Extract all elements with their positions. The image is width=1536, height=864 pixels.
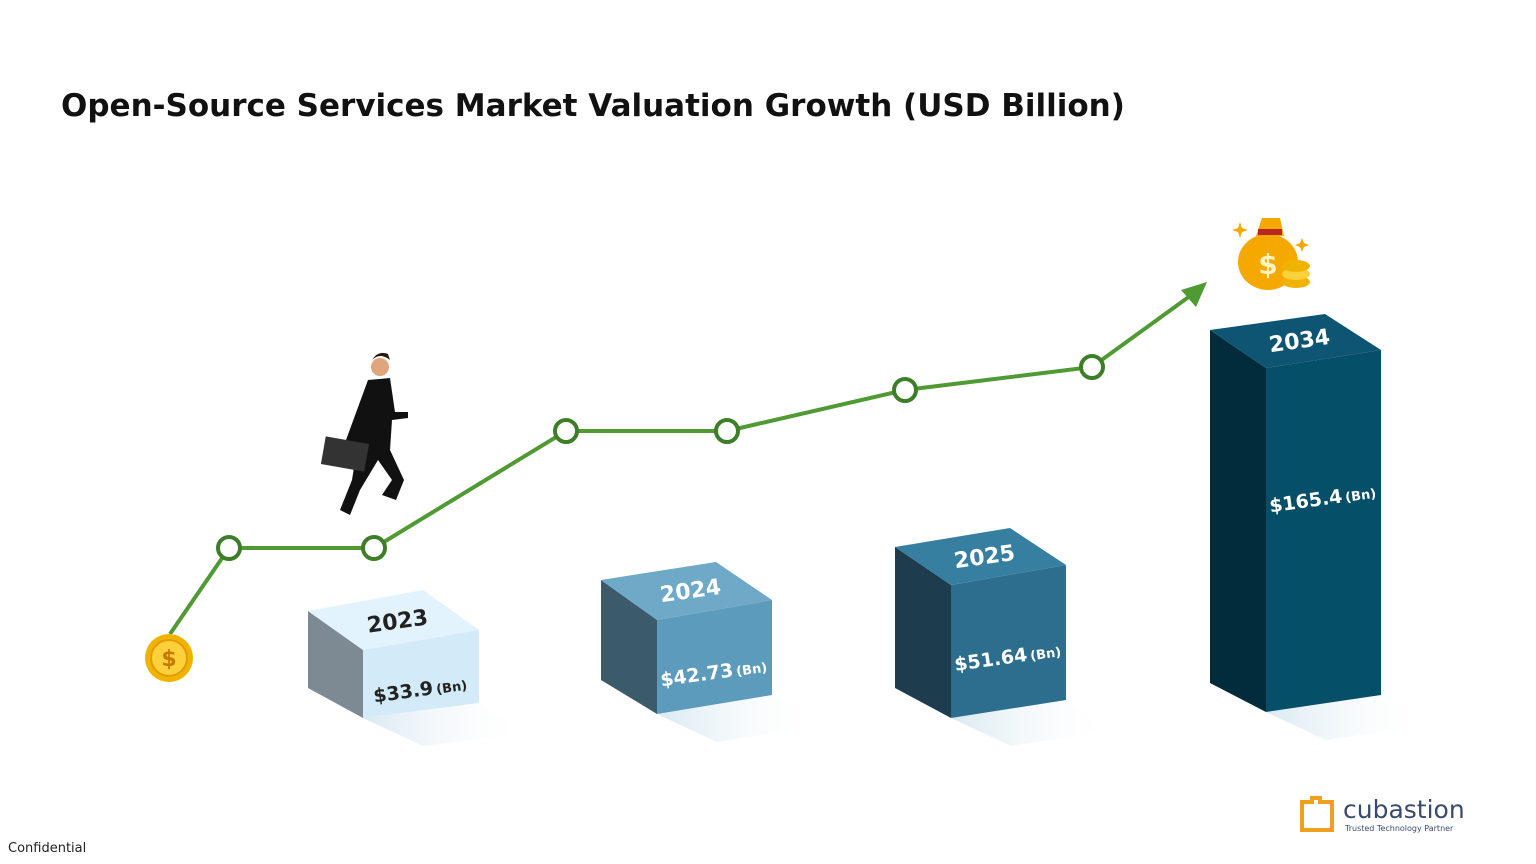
confidential-label: Confidential bbox=[8, 841, 86, 856]
bar-top bbox=[601, 562, 772, 620]
bar-unit: (Bn) bbox=[435, 679, 468, 698]
bar-front bbox=[951, 565, 1066, 718]
bar-shadow bbox=[657, 695, 822, 742]
line-nodes bbox=[216, 354, 1105, 561]
bar-top bbox=[895, 528, 1066, 585]
money-bag-icon: $ bbox=[1232, 218, 1310, 290]
bar-shadow bbox=[1266, 695, 1431, 740]
bar-side bbox=[601, 580, 657, 714]
coin-icon: $ bbox=[145, 634, 193, 682]
bar-box: 2025$51.64(Bn) bbox=[895, 528, 1116, 746]
bar-front bbox=[1266, 350, 1381, 712]
bar-shadow bbox=[363, 703, 529, 746]
bar-front bbox=[363, 630, 479, 718]
logo-name: cubastion bbox=[1343, 795, 1465, 824]
svg-text:$: $ bbox=[1258, 248, 1277, 281]
businessman-icon bbox=[320, 352, 408, 515]
bar-box: 2024$42.73(Bn) bbox=[601, 562, 822, 742]
bar-shadow bbox=[951, 700, 1116, 746]
bar-unit: (Bn) bbox=[1029, 645, 1062, 664]
bar-unit: (Bn) bbox=[735, 661, 768, 680]
bar-side bbox=[895, 547, 951, 718]
title: Open-Source Services Market Valuation Gr… bbox=[61, 88, 1125, 124]
bar-front bbox=[657, 600, 772, 714]
svg-text:$: $ bbox=[161, 647, 176, 672]
logo-tagline: Trusted Technology Partner bbox=[1344, 824, 1454, 833]
bar-top bbox=[308, 590, 479, 650]
bar-side bbox=[308, 611, 363, 718]
growth-line bbox=[168, 294, 1192, 636]
arrow-head bbox=[1181, 282, 1207, 307]
logo: cubastion Trusted Technology Partner bbox=[1300, 795, 1465, 833]
bar-box: 2034$165.4(Bn) bbox=[1210, 314, 1431, 740]
bar-unit: (Bn) bbox=[1344, 487, 1377, 506]
bar-side bbox=[1210, 330, 1266, 712]
bar-box: 2023$33.9(Bn) bbox=[308, 590, 529, 746]
bar-top bbox=[1210, 314, 1381, 368]
